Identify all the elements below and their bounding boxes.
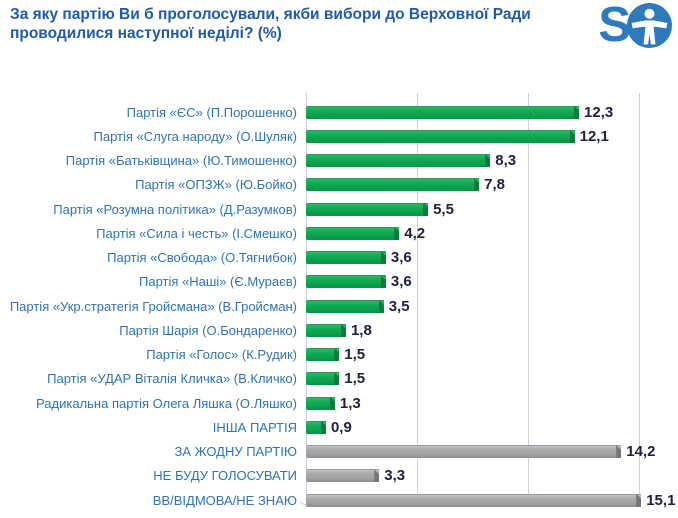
bar-wrap: 12,1 — [306, 128, 678, 145]
socis-logo-person-icon — [627, 2, 672, 48]
bar-wrap: 8,3 — [306, 152, 678, 169]
chart-row: Партія «ОПЗЖ» (Ю.Бойко) 7,8 — [0, 173, 678, 197]
category-label: Партія «ОПЗЖ» (Ю.Бойко) — [135, 177, 297, 193]
bar-value: 3,5 — [388, 297, 410, 315]
chart-rows: Партія «ЄС» (П.Порошенко) 12,3 Партія «Слу… — [0, 100, 678, 512]
bar-wrap: 5,5 — [306, 201, 678, 218]
chart-row: Радикальна партія Олега Ляшка (О.Ляшко) 1… — [0, 391, 678, 415]
bar-value: 14,2 — [626, 443, 656, 461]
bar-value: 0,9 — [330, 418, 352, 436]
chart-row: Партія «ЄС» (П.Порошенко) 12,3 — [0, 100, 678, 124]
category-label: ВВ/ВІДМОВА/НЕ ЗНАЮ — [152, 492, 297, 508]
bar — [306, 105, 580, 119]
chart-row: НЕ БУДУ ГОЛОСУВАТИ 3,3 — [0, 464, 678, 488]
bar-wrap: 15,1 — [306, 492, 678, 509]
bar-wrap: 14,2 — [306, 443, 678, 460]
chart-row: Партія Шарія (О.Бондаренко) 1,8 — [0, 318, 678, 342]
bar — [306, 202, 429, 216]
bar — [306, 299, 384, 313]
chart-row: Партія «Наші» (Є.Мураєв) 3,6 — [0, 270, 678, 294]
chart-row: ВВ/ВІДМОВА/НЕ ЗНАЮ 15,1 — [0, 488, 678, 512]
gridline — [306, 93, 307, 505]
bar — [306, 226, 400, 240]
chart-row: Партія «Голос» (К.Рудик) 1,5 — [0, 343, 678, 367]
category-label: Партія «Сила і честь» (І.Смешко) — [96, 225, 297, 241]
bar-wrap: 1,5 — [306, 370, 678, 387]
chart-row: ІНША ПАРТІЯ 0,9 — [0, 415, 678, 439]
category-label: Партія «УДАР Віталія Кличка» (В.Кличко) — [47, 371, 297, 387]
category-label: Партія «Розумна політика» (Д.Разумков) — [53, 201, 297, 217]
bar-wrap: 0,9 — [306, 419, 678, 436]
bar-value: 3,3 — [384, 467, 406, 485]
bar-chart: Партія «ЄС» (П.Порошенко) 12,3 Партія «Слу… — [0, 93, 678, 513]
bar-value: 12,1 — [579, 127, 609, 145]
category-label: Партія «Свобода» (О.Тягнибок) — [107, 250, 297, 266]
chart-row: Партія «Батьківщина» (Ю.Тимошенко) 8,3 — [0, 149, 678, 173]
bar-wrap: 1,8 — [306, 322, 678, 339]
bar — [306, 178, 480, 192]
category-label: Партія «Слуга народу» (О.Шуляк) — [93, 128, 298, 144]
bar-value: 1,8 — [350, 321, 372, 339]
gridline — [639, 93, 640, 505]
bar — [306, 348, 340, 362]
chart-row: Партія «Сила і честь» (І.Смешко) 4,2 — [0, 221, 678, 245]
bar-wrap: 3,3 — [306, 467, 678, 484]
bar-wrap: 3,5 — [306, 298, 678, 315]
bar-wrap: 7,8 — [306, 176, 678, 193]
bar-wrap: 4,2 — [306, 225, 678, 242]
bar-value: 4,2 — [404, 224, 426, 242]
chart-title: За яку партію Ви б проголосували, якби в… — [10, 6, 531, 42]
bar-wrap: 3,6 — [306, 249, 678, 266]
bar-value: 7,8 — [484, 176, 506, 194]
category-label: Партія Шарія (О.Бондаренко) — [119, 322, 297, 338]
chart-row: Партія «Розумна політика» (Д.Разумков) 5,… — [0, 197, 678, 221]
chart-row: ЗА ЖОДНУ ПАРТІЮ 14,2 — [0, 440, 678, 464]
category-label: Партія «Голос» (К.Рудик) — [146, 347, 297, 363]
category-label: ЗА ЖОДНУ ПАРТІЮ — [174, 444, 297, 460]
socis-logo: S — [598, 0, 672, 52]
category-label: Партія «Батьківщина» (Ю.Тимошенко) — [65, 153, 297, 169]
bar-wrap: 1,3 — [306, 395, 678, 412]
bar-value: 15,1 — [646, 491, 676, 509]
chart-row: Партія «Укр.стратегія Гройсмана» (В.Грой… — [0, 294, 678, 318]
bar-value: 12,3 — [584, 103, 614, 121]
bar — [306, 372, 340, 386]
bar — [306, 129, 575, 143]
bar-wrap: 12,3 — [306, 104, 678, 121]
gridline — [528, 93, 529, 505]
category-label: Партія «Наші» (Є.Мураєв) — [139, 274, 297, 290]
bar — [306, 323, 346, 337]
bar-value: 3,6 — [390, 249, 412, 267]
bar-wrap: 3,6 — [306, 273, 678, 290]
bar — [306, 154, 491, 168]
gridline — [417, 93, 418, 505]
bar-value: 1,5 — [344, 346, 366, 364]
bar-value: 1,3 — [339, 394, 361, 412]
bar-value: 1,5 — [344, 370, 366, 388]
bar — [306, 445, 622, 459]
category-label: Партія «ЄС» (П.Порошенко) — [126, 104, 297, 120]
category-label: НЕ БУДУ ГОЛОСУВАТИ — [153, 468, 297, 484]
category-label: Радикальна партія Олега Ляшка (О.Ляшко) — [36, 395, 297, 411]
bar — [306, 396, 335, 410]
bar-value: 8,3 — [495, 152, 517, 170]
socis-logo-letter: S — [598, 0, 631, 52]
chart-gridlines — [306, 93, 666, 510]
bar — [306, 251, 386, 265]
chart-row: Партія «Слуга народу» (О.Шуляк) 12,1 — [0, 124, 678, 148]
category-label: ІНША ПАРТІЯ — [212, 419, 297, 435]
chart-row: Партія «УДАР Віталія Кличка» (В.Кличко) 1… — [0, 367, 678, 391]
bar-value: 3,6 — [390, 273, 412, 291]
bar-value: 5,5 — [433, 200, 454, 218]
bar-wrap: 1,5 — [306, 346, 678, 363]
category-label: Партія «Укр.стратегія Гройсмана» (В.Грой… — [9, 298, 297, 314]
chart-row: Партія «Свобода» (О.Тягнибок) 3,6 — [0, 246, 678, 270]
bar — [306, 420, 326, 434]
bar — [306, 493, 642, 507]
bar — [306, 275, 386, 289]
bar — [306, 469, 380, 483]
